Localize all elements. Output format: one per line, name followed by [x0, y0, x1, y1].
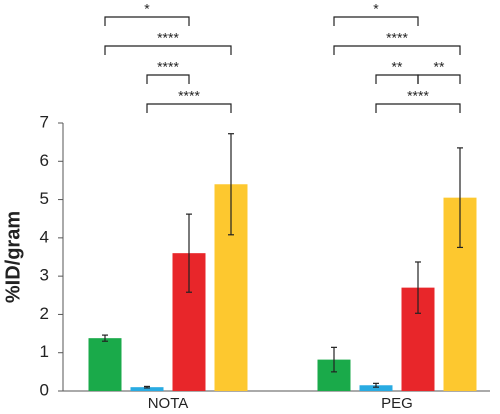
x-tick-label: PEG — [381, 395, 413, 412]
error-bar — [331, 346, 337, 373]
bar — [359, 385, 393, 391]
bar — [88, 338, 122, 391]
significance-label: ** — [392, 59, 403, 75]
y-tick-label: 5 — [40, 189, 49, 208]
significance-bracket — [375, 74, 419, 84]
significance-label: * — [144, 1, 150, 17]
significance-bracket — [104, 16, 190, 26]
y-tick-label: 7 — [40, 112, 49, 131]
y-tick-label: 0 — [40, 380, 49, 399]
significance-label: ** — [434, 59, 445, 75]
significance-label: * — [373, 1, 379, 17]
significance-label: **** — [157, 30, 179, 46]
error-bar — [457, 147, 463, 249]
y-axis-label: %ID/gram — [2, 211, 24, 303]
x-tick-label: NOTA — [148, 395, 189, 412]
significance-bracket — [104, 45, 232, 55]
significance-bracket — [417, 74, 461, 84]
error-bar — [102, 334, 108, 342]
significance-label: **** — [157, 59, 179, 75]
error-bar — [228, 133, 234, 236]
significance-label: **** — [386, 30, 408, 46]
bar — [130, 387, 164, 391]
significance-bracket — [146, 74, 190, 84]
error-bar — [415, 261, 421, 314]
error-bar — [186, 213, 192, 293]
significance-bracket — [333, 16, 419, 26]
error-bar — [373, 382, 379, 388]
significance-label: **** — [178, 88, 200, 104]
significance-bracket — [375, 103, 461, 113]
significance-label: **** — [407, 88, 429, 104]
significance-bracket — [146, 103, 232, 113]
y-tick-label: 6 — [40, 151, 49, 170]
y-tick-label: 3 — [40, 266, 49, 285]
y-tick-label: 2 — [40, 304, 49, 323]
error-bar — [144, 385, 150, 389]
y-tick-label: 1 — [40, 342, 49, 361]
significance-bracket — [333, 45, 461, 55]
y-tick-label: 4 — [40, 227, 49, 246]
